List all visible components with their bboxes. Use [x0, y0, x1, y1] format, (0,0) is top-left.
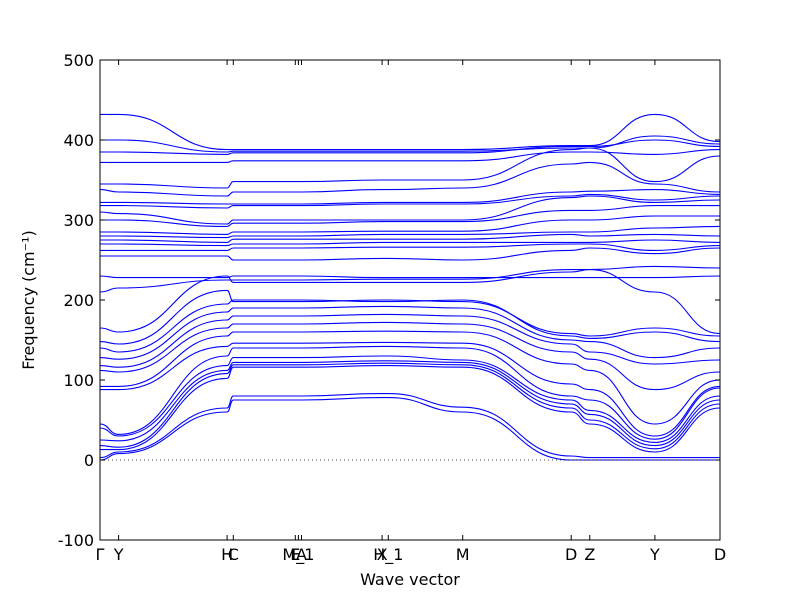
band-line-20 [100, 239, 721, 247]
y-tick-label: 200 [63, 291, 94, 310]
y-axis-ticks: -100 0 100 200 300 400 500 [58, 51, 720, 550]
band-line-16 [99, 265, 721, 293]
band-line-26 [100, 193, 721, 209]
band-line-5 [99, 360, 721, 447]
x-tick-label: Y [649, 545, 660, 564]
band-line-18 [99, 247, 721, 261]
band-line-10 [99, 321, 721, 391]
x-tick-label: E [290, 545, 300, 564]
band-line-9 [99, 330, 721, 425]
x-tick-label: M [456, 545, 470, 564]
band-line-27 [99, 189, 721, 205]
x-tick-label: X [377, 545, 388, 564]
band-line-8 [99, 341, 721, 437]
dispersion-curves [99, 113, 721, 461]
band-line-6 [99, 355, 721, 443]
band-line-2 [99, 393, 720, 459]
x-axis-ticks: Γ Y HC EM_1A XH_1 M D Z Y D [96, 60, 726, 565]
x-axis-label: Wave vector [360, 570, 460, 589]
band-line-23 [99, 215, 720, 235]
band-line-31 [99, 139, 721, 155]
x-tick-label: M_1 [282, 545, 314, 565]
x-tick-label: C [228, 545, 239, 564]
x-tick-label: Z [584, 545, 595, 564]
y-tick-label: 300 [63, 211, 94, 230]
band-line-22 [100, 225, 721, 239]
y-tick-label: 500 [63, 51, 94, 70]
band-line-14 [99, 289, 721, 345]
band-line-7 [99, 345, 721, 440]
x-tick-label: H_1 [373, 545, 403, 565]
y-tick-label: 100 [63, 371, 94, 390]
band-line-33 [100, 113, 721, 151]
band-line-32 [100, 135, 721, 153]
band-line-25 [99, 195, 721, 225]
x-tick-label: A [296, 545, 307, 564]
y-axis-label: Frequency (cm⁻¹) [19, 230, 38, 369]
band-line-17 [99, 275, 721, 279]
band-line-24 [100, 205, 720, 227]
band-line-21 [100, 233, 721, 243]
x-tick-label: Y [113, 545, 124, 564]
y-tick-label: 400 [63, 131, 94, 150]
band-line-1 [99, 397, 720, 461]
x-tick-label: H [221, 545, 233, 564]
band-line-13 [99, 299, 721, 353]
x-tick-label: D [565, 545, 577, 564]
x-tick-label: Γ [96, 545, 105, 564]
plot-frame [99, 59, 721, 541]
band-line-11 [99, 313, 721, 368]
band-line-12 [99, 305, 721, 360]
band-line-30 [99, 149, 721, 163]
y-tick-label: 0 [84, 451, 94, 470]
x-tick-label: D [714, 545, 726, 564]
y-tick-label: -100 [58, 531, 94, 550]
band-line-28 [99, 161, 721, 197]
band-line-3 [100, 365, 721, 453]
band-line-19 [99, 243, 721, 251]
band-line-4 [99, 362, 721, 450]
